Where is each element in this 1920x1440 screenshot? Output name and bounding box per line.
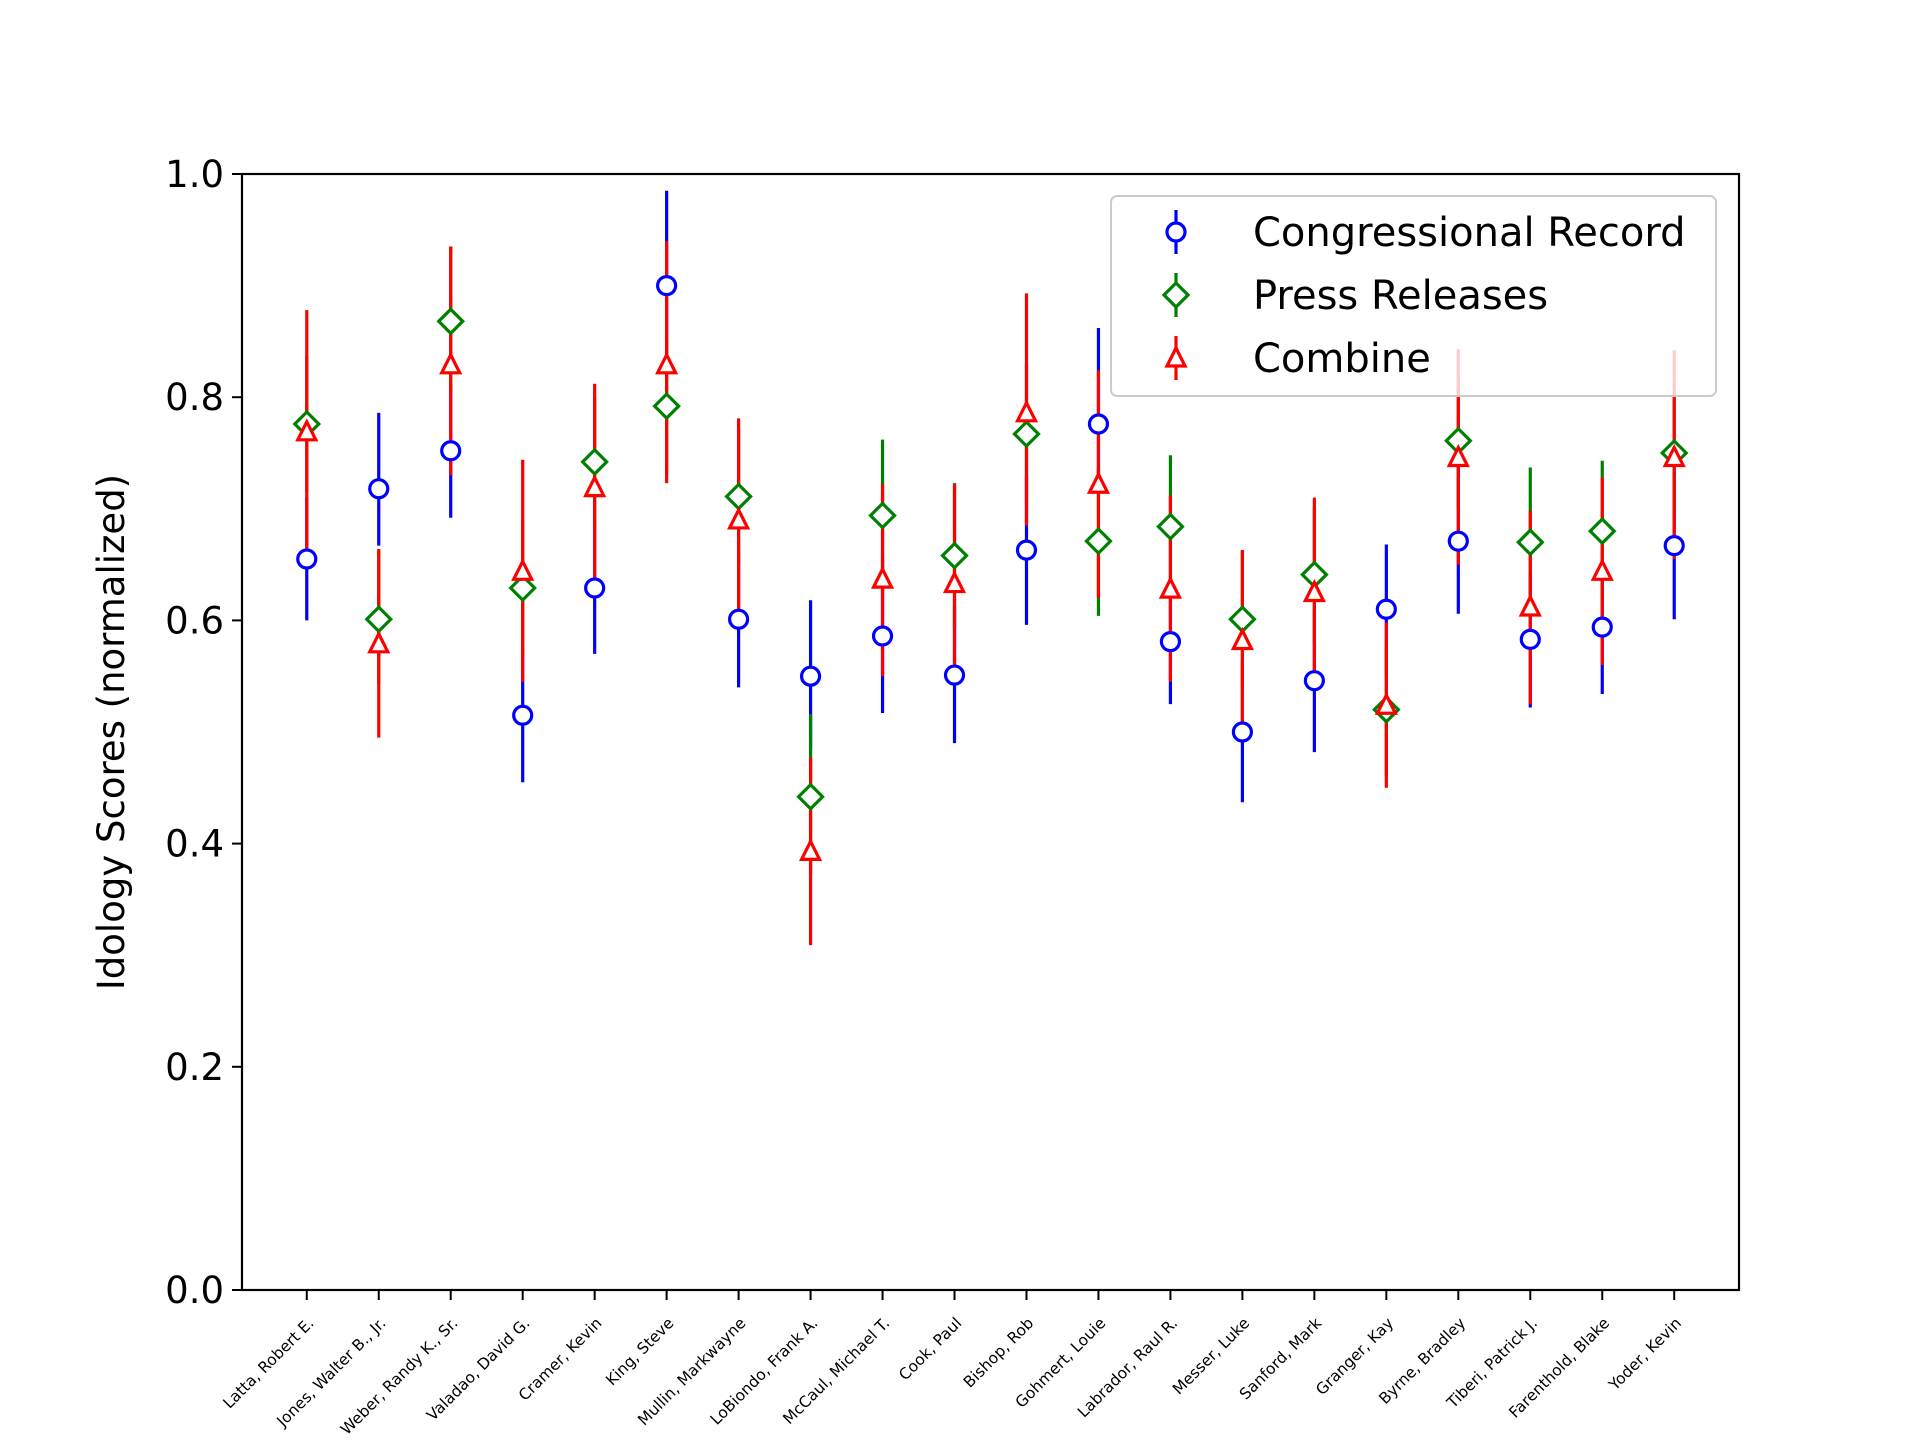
legend-marker: [1164, 344, 1188, 368]
data-point: [1447, 530, 1469, 552]
data-point: [1374, 691, 1398, 715]
data-point: [870, 565, 895, 589]
data-point: [511, 557, 535, 581]
data-point: [1015, 539, 1038, 561]
data-point: [798, 837, 823, 862]
data-point: [1519, 628, 1541, 650]
data-point: [1086, 470, 1111, 494]
data-point: [367, 630, 391, 654]
data-point: [1230, 626, 1254, 651]
data-point: [583, 474, 607, 498]
data-point: [1084, 526, 1113, 556]
data-point: [1662, 443, 1686, 468]
legend-marker: [1161, 280, 1191, 310]
legend-box: [1110, 195, 1717, 397]
x-tick-label: King, Steve: [602, 1314, 677, 1389]
data-point: [1663, 535, 1685, 557]
data-point: [940, 541, 969, 570]
data-point: [1159, 631, 1182, 653]
legend-label: Press Releases: [1253, 273, 1548, 319]
data-point: [1158, 575, 1183, 599]
data-point: [439, 351, 463, 375]
data-point: [440, 440, 462, 462]
data-point: [1446, 443, 1470, 468]
data-point: [942, 569, 967, 594]
data-point: [796, 782, 825, 811]
data-point: [1156, 512, 1185, 541]
data-point: [1231, 721, 1253, 743]
data-point: [1087, 413, 1110, 435]
y-tick-label: 0.8: [165, 376, 224, 419]
data-point: [584, 577, 606, 599]
data-point: [436, 307, 465, 336]
x-tick-label: Cook, Paul: [895, 1314, 965, 1384]
y-axis-label: Idology Scores (normalized): [90, 474, 133, 990]
data-point: [943, 664, 966, 686]
y-tick-label: 0.0: [165, 1269, 224, 1312]
data-point: [799, 665, 822, 687]
data-point: [1591, 616, 1613, 638]
data-point: [1014, 399, 1039, 423]
y-tick-label: 0.6: [165, 599, 224, 642]
data-point: [1303, 670, 1325, 692]
x-tick-label: Bishop, Rob: [960, 1314, 1037, 1391]
data-point: [727, 506, 751, 530]
data-point: [1590, 557, 1614, 581]
data-point: [871, 625, 894, 647]
x-tick-label: Yoder, Kevin: [1605, 1314, 1685, 1394]
legend-label: Congressional Record: [1253, 210, 1685, 256]
plot-frame: [240, 172, 1741, 1292]
data-point: [295, 418, 319, 442]
data-point: [724, 482, 753, 511]
series-layer: [292, 190, 1689, 946]
data-point: [296, 548, 318, 570]
data-point: [656, 275, 678, 297]
data-point: [1375, 598, 1397, 620]
data-point: [728, 608, 750, 630]
data-point: [868, 501, 897, 530]
legend: Congressional Record Press Releases Combin…: [1110, 195, 1717, 397]
y-tick-label: 0.4: [165, 823, 224, 866]
data-point: [652, 391, 681, 421]
markers-combine: [295, 351, 1686, 862]
data-point: [364, 605, 394, 634]
data-point: [1587, 516, 1617, 546]
y-tick-label: 1.0: [165, 153, 224, 196]
legend-items: Congressional Record Press Releases Combin…: [1161, 210, 1685, 382]
data-point: [1012, 419, 1041, 449]
data-point: [1516, 528, 1545, 557]
data-point: [512, 704, 534, 726]
legend-label: Combine: [1253, 336, 1431, 382]
markers-congressional-record: [296, 275, 1685, 743]
data-point: [580, 447, 609, 477]
data-point: [368, 478, 390, 500]
x-tick-label: Weber, Randy K., Sr.: [337, 1314, 461, 1438]
legend-marker: [1165, 221, 1187, 243]
data-point: [1302, 578, 1326, 603]
data-point: [508, 573, 537, 603]
data-point: [1518, 593, 1542, 617]
data-point: [655, 351, 679, 375]
y-tick-label: 0.2: [165, 1046, 224, 1089]
